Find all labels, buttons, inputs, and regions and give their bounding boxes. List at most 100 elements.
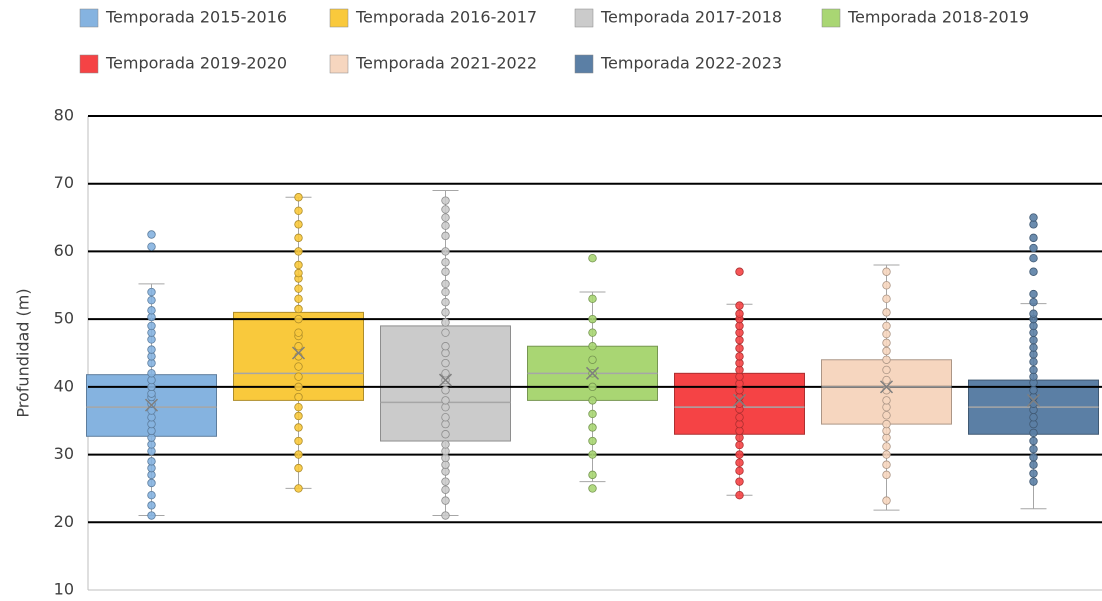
data-point: [588, 382, 597, 392]
data-point: [882, 355, 891, 364]
data-point: [294, 314, 303, 324]
data-point: [441, 496, 450, 505]
data-point: [147, 306, 156, 315]
data-point: [882, 321, 891, 331]
legend-swatch: [821, 8, 841, 28]
data-point: [441, 413, 450, 422]
data-point: [294, 402, 303, 412]
mean-marker: [291, 346, 306, 360]
data-point: [882, 281, 891, 290]
data-point: [294, 423, 303, 432]
data-point: [882, 442, 891, 451]
data-point: [1029, 233, 1038, 243]
data-point: [294, 328, 303, 337]
data-point: [588, 355, 597, 364]
data-point: [882, 267, 891, 276]
data-point: [441, 221, 450, 230]
data-point: [1029, 460, 1038, 469]
data-point: [735, 335, 744, 345]
data-point: [1029, 469, 1038, 478]
data-point: [1029, 428, 1038, 438]
legend-label: Temporada 2021-2022: [355, 54, 537, 73]
data-point: [441, 318, 450, 327]
y-tick-label: 40: [54, 376, 74, 395]
data-point: [294, 206, 303, 215]
data-point: [147, 478, 156, 488]
data-point: [147, 295, 156, 305]
legend-label: Temporada 2015-2016: [105, 8, 287, 27]
data-point: [441, 386, 450, 395]
data-point: [147, 491, 156, 500]
data-point: [294, 233, 303, 243]
data-point: [735, 309, 744, 318]
data-point: [441, 485, 450, 494]
data-point: [588, 294, 597, 304]
y-tick-label: 30: [54, 444, 74, 463]
mean-marker: [1026, 393, 1041, 407]
data-point: [1029, 243, 1038, 253]
y-tick-label: 50: [54, 309, 74, 328]
y-axis-label: Profundidad (m): [14, 288, 33, 417]
data-point: [588, 423, 597, 432]
data-point: [735, 344, 744, 353]
data-point: [441, 231, 450, 241]
data-point: [882, 329, 891, 339]
data-point: [147, 345, 156, 354]
data-point: [588, 436, 597, 446]
data-point: [294, 284, 303, 293]
data-point: [147, 457, 156, 466]
data-point: [294, 220, 303, 229]
data-point: [294, 193, 303, 202]
data-point: [735, 458, 744, 467]
data-point: [147, 242, 156, 251]
legend-swatch: [79, 54, 99, 74]
data-point: [294, 372, 303, 381]
legend-label: Temporada 2019-2020: [105, 54, 287, 73]
data-point: [147, 230, 156, 239]
data-point: [735, 491, 744, 500]
data-point: [147, 287, 156, 297]
data-point: [588, 396, 597, 405]
data-point: [441, 298, 450, 307]
mean-marker: [438, 373, 453, 387]
data-point: [441, 358, 450, 368]
data-point: [882, 450, 891, 459]
data-point: [441, 205, 450, 214]
data-point: [882, 460, 891, 469]
data-point: [294, 436, 303, 446]
data-point: [441, 287, 450, 297]
data-point: [294, 362, 303, 371]
data-point: [147, 321, 156, 331]
data-point: [588, 314, 597, 324]
data-point: [441, 440, 450, 449]
mean-marker: [732, 393, 747, 407]
data-point: [882, 308, 891, 317]
data-point: [1029, 436, 1038, 446]
data-point: [147, 501, 156, 510]
mean-marker: [585, 366, 600, 380]
data-point: [294, 247, 303, 256]
data-point: [735, 466, 744, 476]
data-point: [1029, 213, 1038, 222]
data-point: [1029, 357, 1038, 367]
data-point: [294, 450, 303, 459]
data-point: [441, 328, 450, 337]
legend-label: Temporada 2017-2018: [600, 8, 782, 27]
data-point: [1029, 289, 1038, 299]
data-point: [441, 477, 450, 486]
data-point: [735, 267, 744, 276]
y-tick-label: 70: [54, 173, 74, 192]
data-point: [882, 396, 891, 405]
data-point: [882, 419, 891, 429]
data-point: [882, 346, 891, 356]
mean-marker: [144, 398, 159, 412]
data-point: [588, 254, 597, 263]
legend-swatch: [329, 54, 349, 74]
data-point: [882, 411, 891, 420]
data-point: [294, 342, 303, 351]
legend-swatch: [574, 8, 594, 28]
data-point: [294, 260, 303, 270]
data-point: [441, 213, 450, 222]
data-point: [441, 196, 450, 205]
